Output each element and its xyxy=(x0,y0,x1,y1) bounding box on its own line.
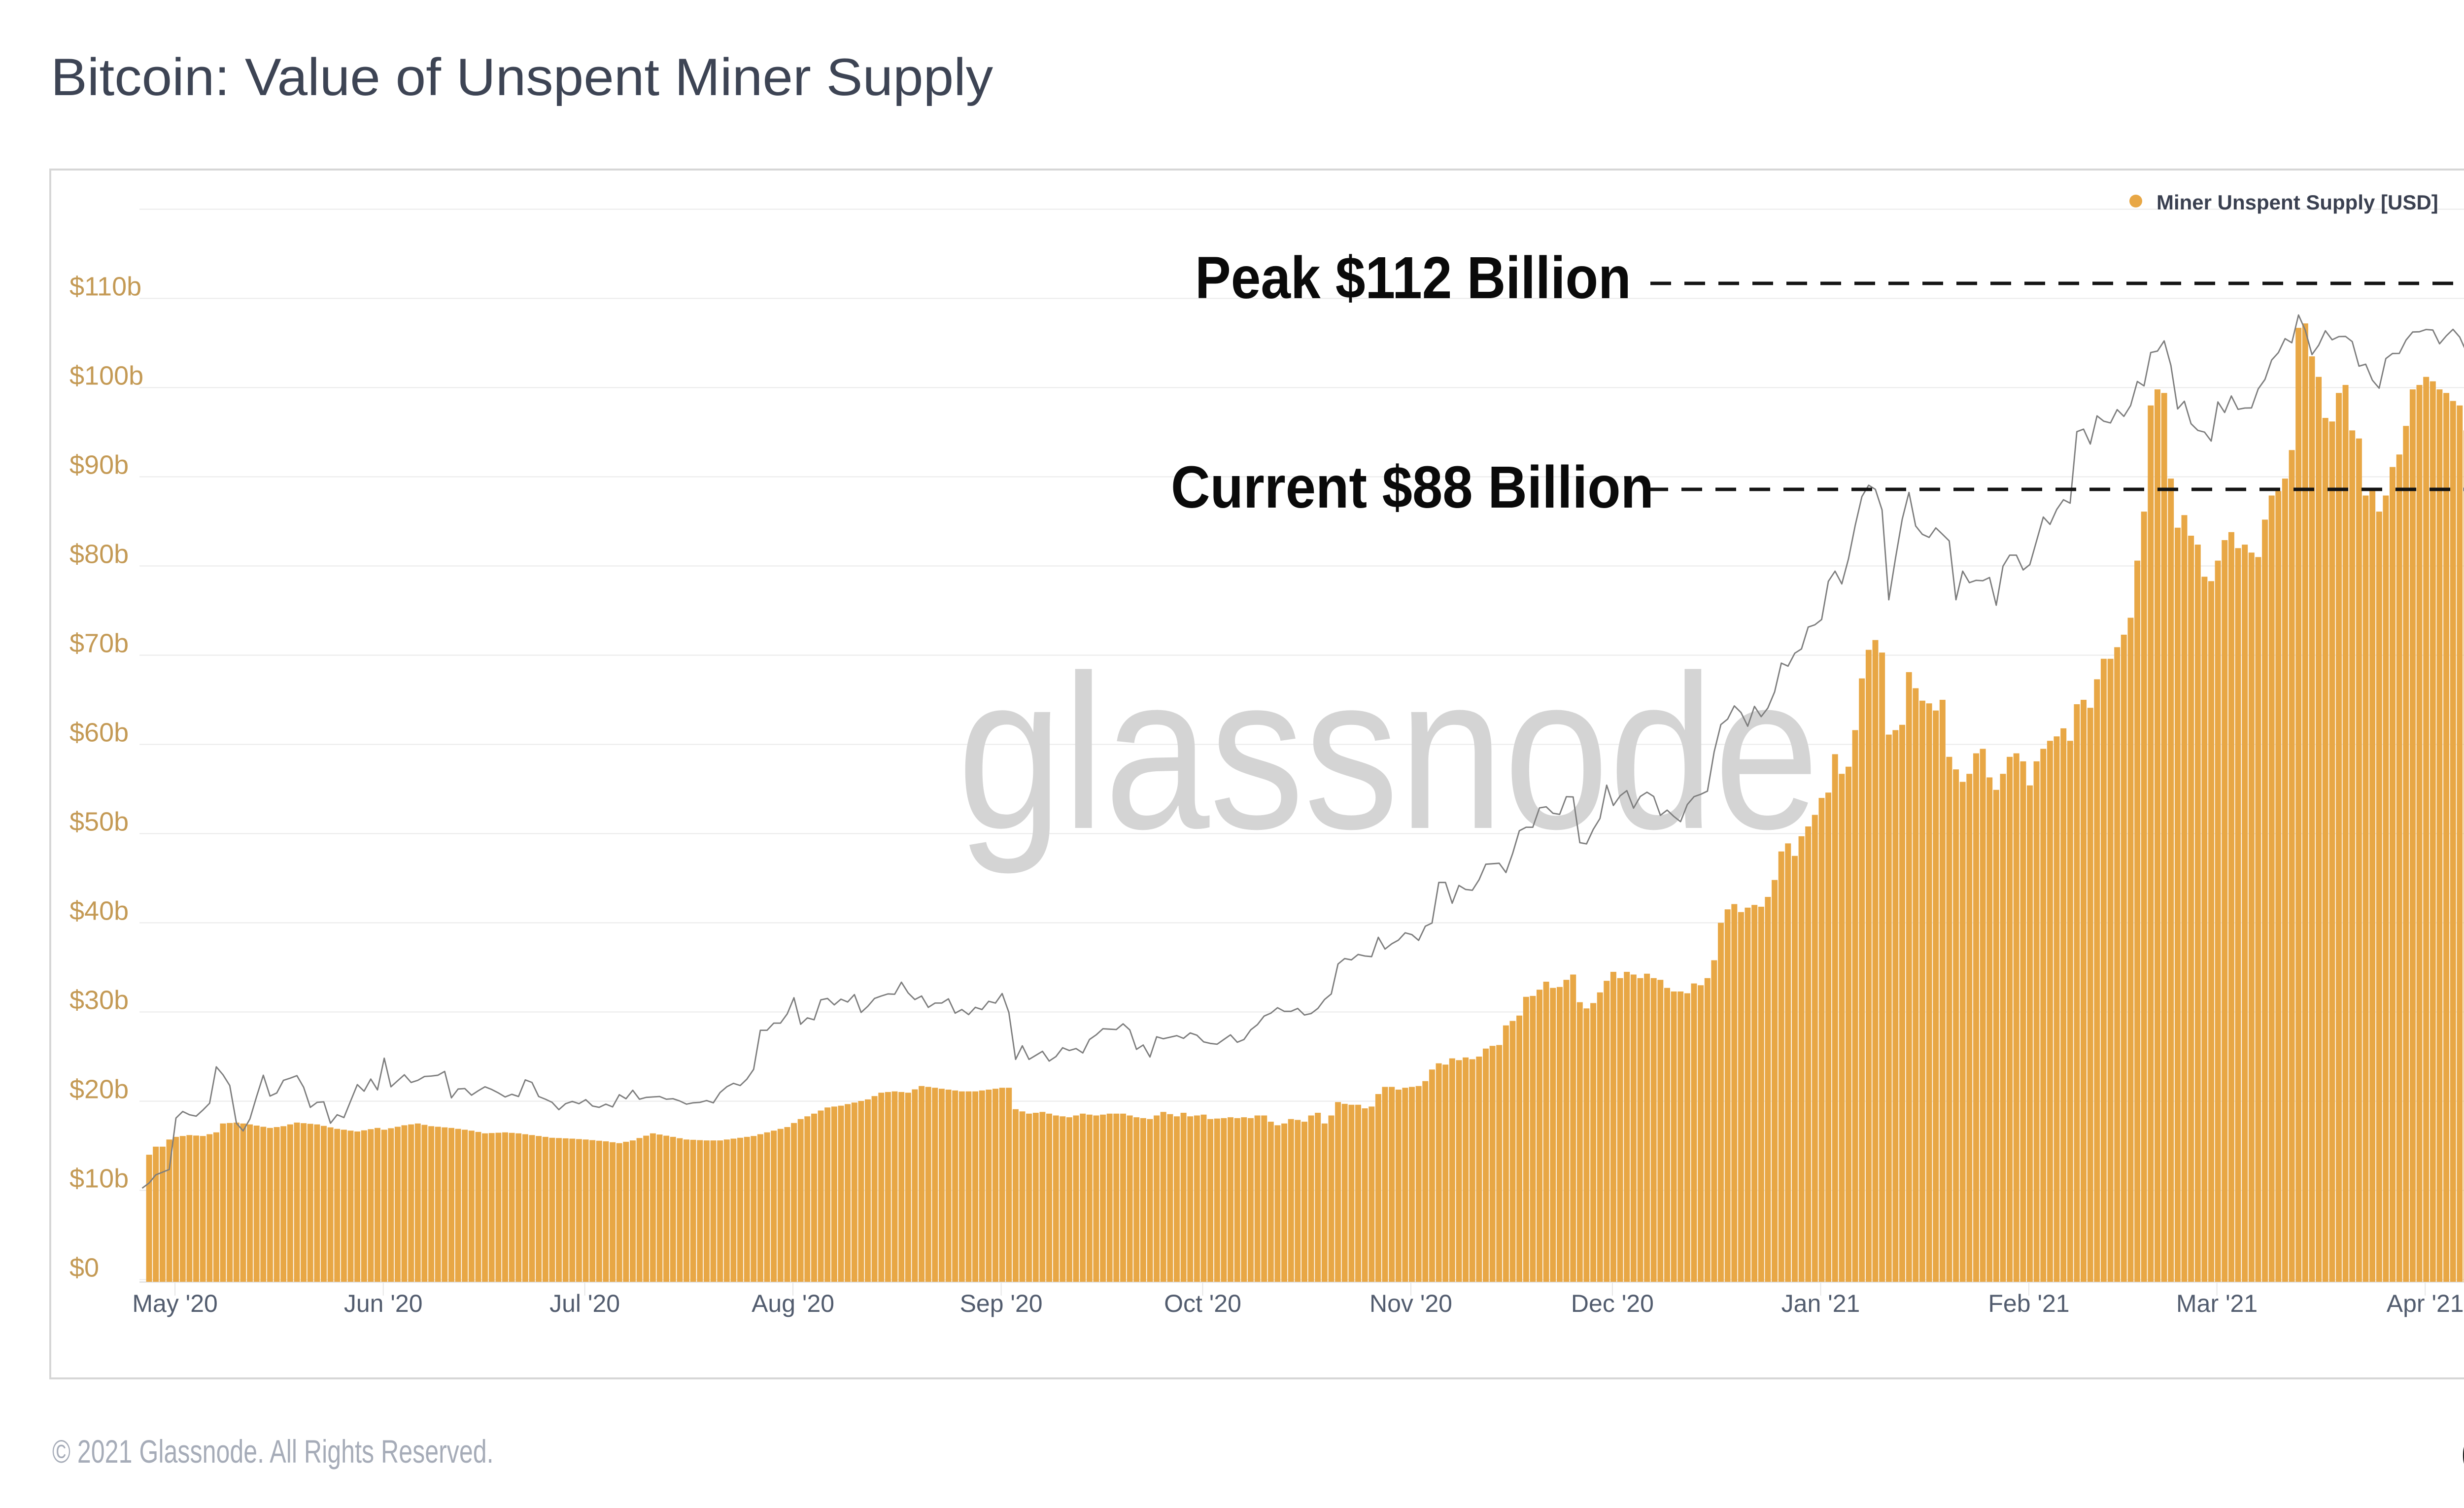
svg-text:Jul '20: Jul '20 xyxy=(549,1290,620,1317)
svg-text:Oct '20: Oct '20 xyxy=(1164,1290,1241,1317)
svg-text:Feb '21: Feb '21 xyxy=(1988,1290,2069,1317)
svg-text:Sep '20: Sep '20 xyxy=(960,1290,1043,1317)
svg-text:$60b: $60b xyxy=(69,718,129,748)
svg-text:Bitcoin: Value of Unspent Mine: Bitcoin: Value of Unspent Miner Supply xyxy=(51,48,993,107)
svg-text:Apr '21: Apr '21 xyxy=(2387,1290,2464,1317)
svg-text:Miner Unspent Supply [USD]: Miner Unspent Supply [USD] xyxy=(2156,191,2438,214)
svg-text:Aug '20: Aug '20 xyxy=(752,1290,834,1317)
svg-text:Dec '20: Dec '20 xyxy=(1571,1290,1654,1317)
svg-text:Mar '21: Mar '21 xyxy=(2176,1290,2258,1317)
svg-text:$0: $0 xyxy=(69,1253,99,1283)
svg-text:glassnode: glassnode xyxy=(2462,1421,2464,1481)
svg-text:$90b: $90b xyxy=(69,450,129,480)
svg-text:Jan '21: Jan '21 xyxy=(1781,1290,1860,1317)
svg-text:Jun '20: Jun '20 xyxy=(344,1290,423,1317)
svg-text:$70b: $70b xyxy=(69,629,129,658)
svg-text:$80b: $80b xyxy=(69,540,129,569)
svg-text:$110b: $110b xyxy=(69,272,141,302)
svg-text:$30b: $30b xyxy=(69,986,129,1015)
svg-text:Current $88 Billion: Current $88 Billion xyxy=(1171,453,1654,520)
svg-text:© 2021 Glassnode. All Rights R: © 2021 Glassnode. All Rights Reserved. xyxy=(52,1434,494,1470)
svg-text:$50b: $50b xyxy=(69,807,129,837)
svg-text:$100b: $100b xyxy=(69,361,143,391)
svg-text:Peak $112 Billion: Peak $112 Billion xyxy=(1195,245,1631,311)
svg-text:$10b: $10b xyxy=(69,1164,129,1194)
svg-text:$20b: $20b xyxy=(69,1075,129,1104)
svg-text:May '20: May '20 xyxy=(132,1290,218,1317)
svg-text:$40b: $40b xyxy=(69,896,129,926)
svg-text:Nov '20: Nov '20 xyxy=(1369,1290,1452,1317)
svg-text:glassnode: glassnode xyxy=(958,630,1819,876)
